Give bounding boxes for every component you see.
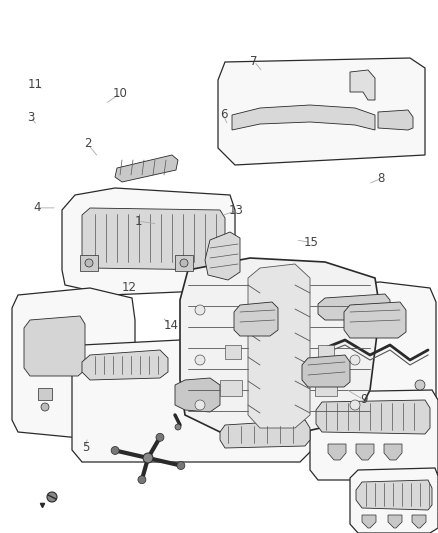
Bar: [38, 388, 52, 400]
Bar: [315, 380, 337, 396]
Polygon shape: [302, 355, 350, 387]
Text: 14: 14: [163, 319, 178, 332]
Polygon shape: [344, 302, 406, 338]
Text: 8: 8: [378, 172, 385, 185]
Text: 6: 6: [219, 108, 227, 121]
Polygon shape: [350, 70, 375, 100]
Polygon shape: [82, 208, 225, 270]
Polygon shape: [310, 390, 438, 480]
Circle shape: [47, 492, 57, 502]
Polygon shape: [115, 155, 178, 182]
Text: 12: 12: [122, 281, 137, 294]
Polygon shape: [384, 444, 402, 460]
Polygon shape: [378, 110, 413, 130]
Circle shape: [85, 259, 93, 267]
Bar: [225, 345, 241, 359]
Polygon shape: [12, 288, 135, 438]
Circle shape: [111, 447, 119, 455]
Text: 11: 11: [28, 78, 42, 91]
Circle shape: [195, 400, 205, 410]
Polygon shape: [220, 420, 310, 448]
Polygon shape: [205, 232, 240, 280]
Circle shape: [350, 305, 360, 315]
Text: 7: 7: [250, 55, 258, 68]
Circle shape: [350, 355, 360, 365]
Polygon shape: [350, 468, 438, 533]
Polygon shape: [82, 350, 168, 380]
Polygon shape: [232, 105, 375, 130]
Text: 5: 5: [82, 441, 89, 454]
Polygon shape: [318, 294, 390, 320]
Circle shape: [143, 453, 153, 463]
Polygon shape: [305, 282, 436, 415]
Bar: [318, 345, 334, 359]
Text: 3: 3: [27, 111, 34, 124]
Bar: [175, 255, 193, 271]
Text: 1: 1: [134, 215, 142, 228]
Polygon shape: [72, 340, 312, 462]
Text: 4: 4: [33, 201, 41, 214]
Bar: [80, 255, 98, 271]
Circle shape: [156, 433, 164, 441]
Polygon shape: [328, 444, 346, 460]
Polygon shape: [248, 264, 310, 428]
Circle shape: [195, 355, 205, 365]
Polygon shape: [362, 515, 376, 528]
Circle shape: [138, 475, 146, 483]
Polygon shape: [218, 58, 425, 165]
Polygon shape: [180, 258, 380, 435]
Polygon shape: [62, 188, 235, 295]
Text: 13: 13: [229, 204, 244, 217]
Text: 10: 10: [113, 87, 128, 100]
Polygon shape: [234, 302, 278, 336]
Bar: [220, 380, 242, 396]
Polygon shape: [316, 400, 430, 434]
Circle shape: [195, 305, 205, 315]
Circle shape: [177, 462, 185, 470]
Polygon shape: [175, 378, 220, 412]
Polygon shape: [356, 444, 374, 460]
Circle shape: [350, 400, 360, 410]
Polygon shape: [356, 480, 432, 510]
Text: 2: 2: [84, 138, 92, 150]
Polygon shape: [412, 515, 426, 528]
Polygon shape: [24, 316, 85, 376]
Circle shape: [180, 259, 188, 267]
Polygon shape: [388, 515, 402, 528]
Circle shape: [175, 424, 181, 430]
Text: 15: 15: [304, 236, 318, 249]
Circle shape: [415, 380, 425, 390]
Text: 9: 9: [360, 393, 367, 406]
Circle shape: [41, 403, 49, 411]
